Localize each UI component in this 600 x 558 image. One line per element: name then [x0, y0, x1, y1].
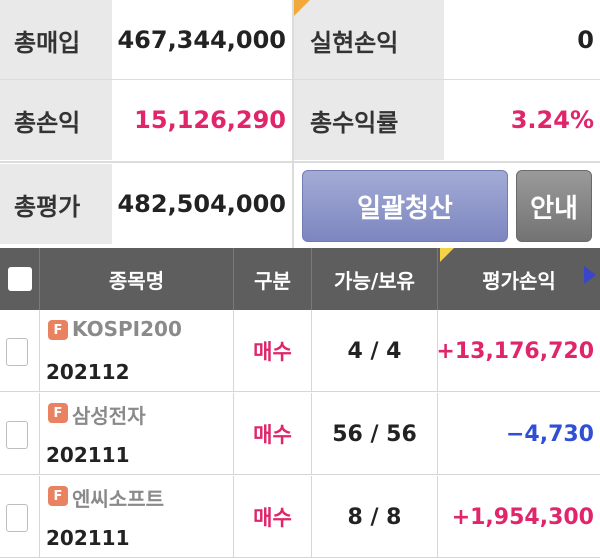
- position-type: 매수: [234, 393, 312, 475]
- realized-pnl-label: 실현손익: [294, 0, 444, 80]
- valuation-pnl: +1,954,300: [451, 504, 594, 530]
- table-row[interactable]: F 엔씨소프트 202111 매수 8 / 8 +1,954,300: [0, 476, 600, 558]
- header-available-held[interactable]: 가능/보유: [312, 248, 438, 310]
- liquidate-all-button[interactable]: 일괄청산: [302, 170, 508, 242]
- stock-cell: F 삼성전자 202111: [40, 393, 234, 475]
- stock-cell: F KOSPI200 202112: [40, 310, 234, 392]
- row-select-cell: [0, 393, 40, 475]
- total-return-value: 3.24%: [444, 80, 600, 160]
- header-stock-name[interactable]: 종목명: [40, 248, 234, 310]
- futures-badge-icon: F: [48, 403, 68, 423]
- scroll-right-icon[interactable]: [584, 266, 596, 284]
- table-row[interactable]: F 삼성전자 202111 매수 56 / 56 −4,730: [0, 393, 600, 475]
- valuation-pnl: −4,730: [505, 421, 594, 447]
- contract-month: 202112: [46, 360, 130, 384]
- account-summary: 총매입 467,344,000 실현손익 0 총손익 15,126,290 총수…: [0, 0, 600, 248]
- summary-divider: [292, 0, 294, 248]
- futures-badge-icon: F: [48, 486, 68, 506]
- available-held-qty: 4 / 4: [312, 310, 438, 392]
- header-corner-marker: [440, 248, 454, 262]
- row-checkbox[interactable]: [6, 504, 28, 532]
- stock-name: 엔씨소프트: [72, 487, 164, 511]
- stock-name: KOSPI200: [72, 317, 182, 341]
- select-all-checkbox[interactable]: [7, 267, 32, 291]
- header-valuation-pnl[interactable]: 평가손익: [482, 268, 556, 293]
- row-select-cell: [0, 476, 40, 558]
- stock-cell: F 엔씨소프트 202111: [40, 476, 234, 558]
- realized-pnl-value: 0: [444, 0, 600, 80]
- table-row[interactable]: F KOSPI200 202112 매수 4 / 4 +13,176,720: [0, 310, 600, 392]
- summary-row-pnl: 총손익 15,126,290 총수익률 3.24%: [0, 79, 600, 160]
- row-select-cell: [0, 310, 40, 392]
- total-valuation-label: 총평가: [0, 164, 112, 244]
- position-type: 매수: [234, 476, 312, 558]
- contract-month: 202111: [46, 526, 130, 550]
- valuation-pnl: +13,176,720: [436, 338, 594, 364]
- available-held-qty: 8 / 8: [312, 476, 438, 558]
- total-purchase-label: 총매입: [0, 0, 112, 80]
- summary-row-purchase: 총매입 467,344,000 실현손익 0: [0, 0, 600, 80]
- total-pnl-value: 15,126,290: [112, 80, 292, 160]
- summary-row-valuation: 총평가 482,504,000: [0, 161, 600, 244]
- contract-month: 202111: [46, 443, 130, 467]
- header-type[interactable]: 구분: [234, 248, 312, 310]
- corner-marker: [294, 0, 310, 16]
- position-type: 매수: [234, 310, 312, 392]
- stock-name: 삼성전자: [72, 404, 146, 428]
- holdings-table-header: 종목명 구분 가능/보유 평가손익: [0, 248, 600, 310]
- total-return-label: 총수익률: [294, 80, 444, 160]
- total-purchase-value: 467,344,000: [112, 0, 292, 80]
- select-all-cell: [0, 248, 40, 310]
- guide-button[interactable]: 안내: [516, 170, 592, 242]
- futures-badge-icon: F: [48, 320, 68, 340]
- total-pnl-label: 총손익: [0, 80, 112, 160]
- row-checkbox[interactable]: [6, 338, 28, 366]
- available-held-qty: 56 / 56: [312, 393, 438, 475]
- row-checkbox[interactable]: [6, 421, 28, 449]
- total-valuation-value: 482,504,000: [112, 164, 292, 244]
